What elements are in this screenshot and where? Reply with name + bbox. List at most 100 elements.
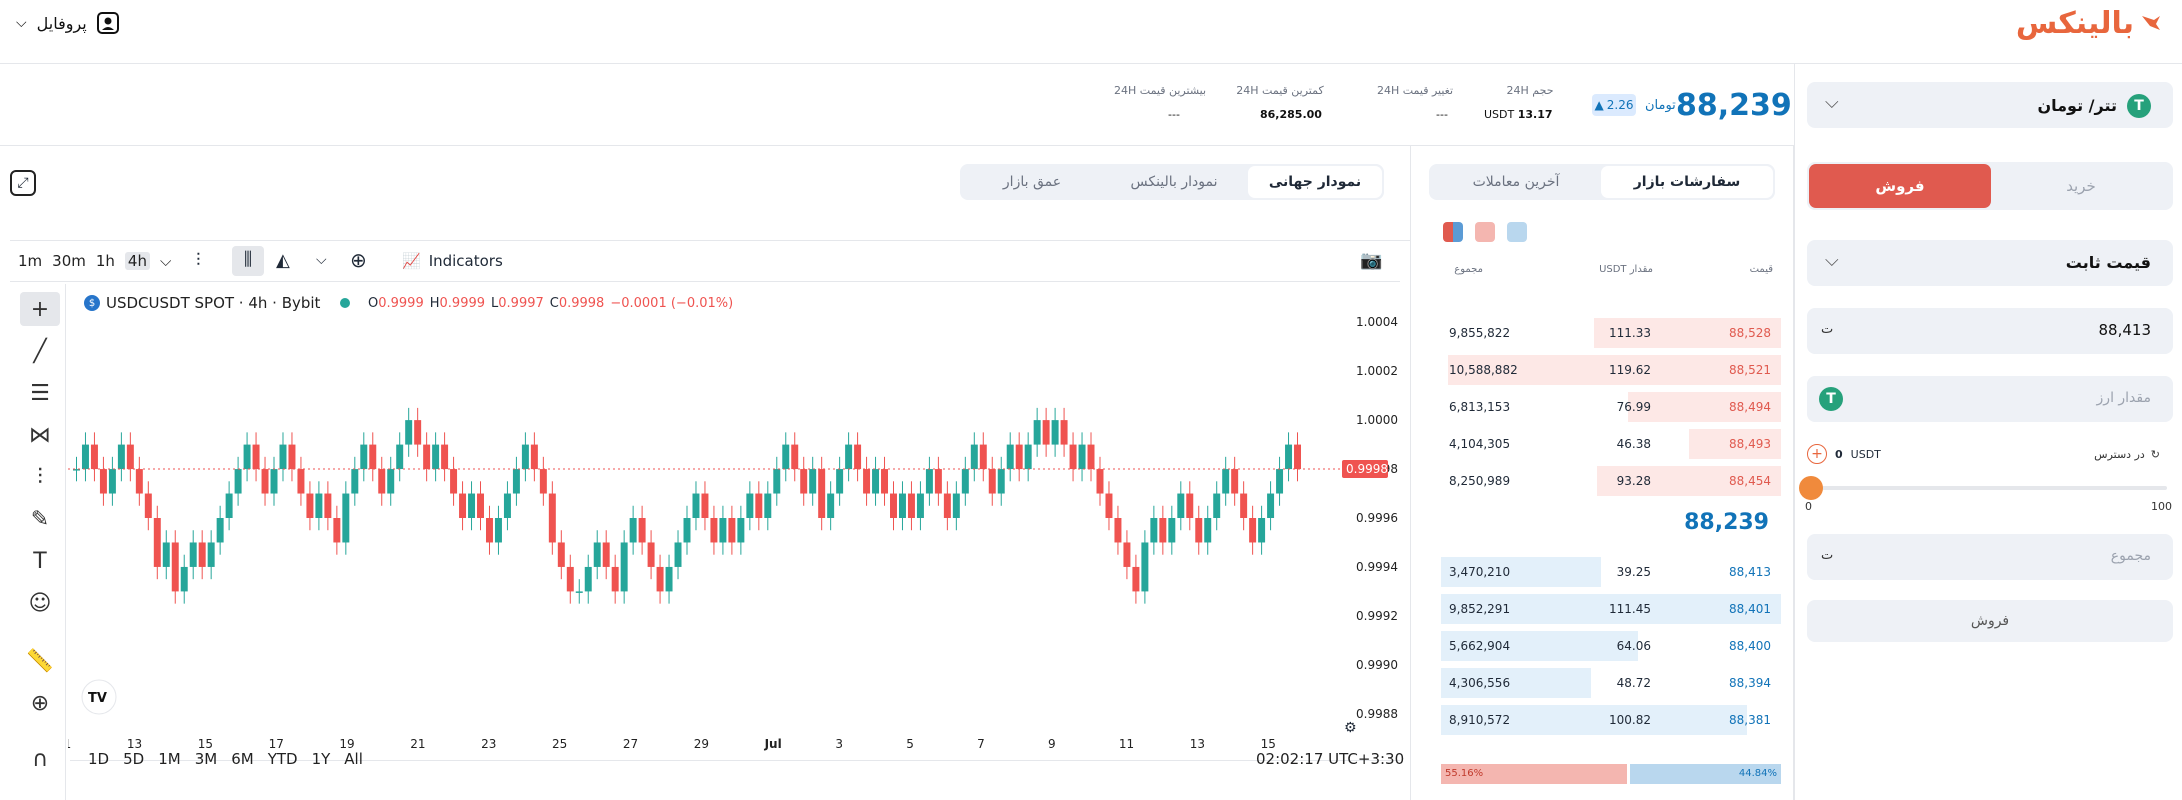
candle-body	[1258, 518, 1266, 543]
view-bids-icon[interactable]	[1507, 222, 1527, 242]
y-tick-label: 0.9988	[1356, 707, 1398, 721]
ask-row[interactable]: 88,494 76.99 6,813,153	[1441, 392, 1781, 422]
row-amount: 48.72	[1616, 676, 1651, 690]
range-6m[interactable]: 6M	[231, 750, 254, 768]
add-funds-icon[interactable]: +	[1807, 444, 1827, 464]
crosshair-icon[interactable]: +	[20, 292, 60, 326]
amount-slider[interactable]	[1809, 486, 2167, 490]
slider-max: 100	[2151, 500, 2172, 513]
expand-icon[interactable]: ⤢	[10, 170, 36, 196]
trend-line-icon[interactable]: ╱	[33, 338, 47, 364]
candle-body	[1087, 444, 1095, 470]
fib-icon[interactable]: ☰	[30, 380, 50, 406]
total-placeholder: مجموع	[2110, 548, 2151, 564]
candle-body	[153, 518, 161, 567]
row-total: 5,662,904	[1449, 639, 1511, 653]
candle-body	[728, 518, 736, 543]
row-total: 4,104,305	[1449, 437, 1511, 451]
range-1m[interactable]: 1M	[158, 750, 181, 768]
range-1y[interactable]: 1Y	[311, 750, 331, 768]
bid-row[interactable]: 88,381 100.82 8,910,572	[1441, 705, 1781, 735]
bid-row[interactable]: 88,400 64.06 5,662,904	[1441, 631, 1781, 661]
candle-body	[90, 444, 98, 470]
chevron-down-icon[interactable]: ⌵	[159, 252, 172, 270]
bid-row[interactable]: 88,413 39.25 3,470,210	[1441, 557, 1781, 587]
candle-body	[611, 566, 619, 592]
buy-tab[interactable]: خرید	[2066, 177, 2096, 195]
clock-readout: 02:02:17 UTC+3:30	[1256, 750, 1405, 768]
ask-row[interactable]: 88,528 111.33 9,855,822	[1441, 318, 1781, 348]
candle-body	[620, 542, 628, 592]
low-value: 86,285.00	[1260, 108, 1322, 121]
candle-body	[225, 493, 233, 518]
ohlc-h: 0.9999	[439, 296, 486, 311]
bid-row[interactable]: 88,394 48.72 4,306,556	[1441, 668, 1781, 698]
profile-menu[interactable]: ⌵ پروفایل	[16, 12, 119, 34]
view-both-icon[interactable]	[1443, 222, 1463, 242]
total-input[interactable]: مجموع ت	[1807, 534, 2173, 580]
price-input[interactable]: 88,413 ت	[1807, 308, 2173, 354]
range-3m[interactable]: 3M	[194, 750, 218, 768]
ask-row[interactable]: 88,493 46.38 4,104,305	[1441, 429, 1781, 459]
bid-row[interactable]: 88,401 111.45 9,852,291	[1441, 594, 1781, 624]
pattern-icon[interactable]: ⋈	[29, 422, 51, 448]
tab-last-trades[interactable]: آخرین معاملات	[1472, 174, 1560, 190]
ask-row[interactable]: 88,454 93.28 8,250,989	[1441, 466, 1781, 496]
candle-body	[207, 542, 215, 567]
camera-icon[interactable]: 📷	[1360, 250, 1383, 271]
area-chart-icon[interactable]: ◭	[276, 250, 290, 271]
x-tick-label: 27	[623, 737, 638, 751]
order-type-select[interactable]: قیمت ثابت ⌵	[1807, 240, 2173, 286]
interval-4h[interactable]: 4h	[124, 252, 150, 270]
add-compare-icon[interactable]: ⊕	[350, 248, 367, 272]
candle-body	[674, 542, 682, 567]
chevron-down-icon[interactable]: ⌵	[316, 252, 327, 268]
tab-market-depth[interactable]: عمق بازار	[1002, 174, 1062, 190]
zoom-in-icon[interactable]: ⊕	[30, 690, 50, 716]
slider-thumb[interactable]	[1799, 476, 1823, 500]
tab-market-orders[interactable]: سفارشات بازار	[1601, 166, 1773, 198]
text-icon[interactable]: T	[33, 548, 47, 574]
magnet-icon[interactable]: ∩	[31, 746, 49, 772]
candle-body	[539, 469, 547, 494]
sell-tab[interactable]: فروش	[1809, 164, 1991, 208]
ask-row[interactable]: 88,521 119.62 10,588,882	[1441, 355, 1781, 385]
tab-balinex-chart[interactable]: نمودار بالینکس	[1130, 174, 1218, 190]
brand-logo[interactable]: بالینکس	[2016, 4, 2162, 42]
candle-body	[1141, 542, 1149, 592]
price-chart[interactable]: 1.0004 1.0002 1.0000 0.9998 0.9996 0.9994 0.99…	[68, 284, 1398, 760]
candle-body	[602, 542, 610, 567]
projection-icon[interactable]: ⫶	[37, 464, 43, 490]
submit-sell-button[interactable]: فروش	[1807, 600, 2173, 642]
ohlc-legend: O 0.9999 H 0.9999 L 0.9997 C 0.9998 −0.0001 …	[368, 296, 733, 311]
logo-mark-icon	[2142, 16, 2160, 30]
order-book: سفارشات بازار آخرین معاملات قیمت مقدار U…	[1410, 146, 1794, 800]
chart-area: ⤢ نمودار جهانی نمودار بالینکس عمق بازار …	[0, 146, 1410, 800]
indicators-button[interactable]: 📈 Indicators	[402, 252, 503, 270]
range-5d[interactable]: 5D	[123, 750, 145, 768]
settings-icon[interactable]: ⚙	[1344, 720, 1357, 736]
candle-body	[961, 469, 969, 494]
interval-1h[interactable]: 1h	[95, 252, 115, 270]
candle-body	[952, 493, 960, 518]
range-1d[interactable]: 1D	[88, 750, 110, 768]
depth-bar	[1447, 355, 1781, 385]
brush-icon[interactable]: ✎	[30, 506, 50, 532]
tab-global-chart[interactable]: نمودار جهانی	[1248, 166, 1382, 198]
view-asks-icon[interactable]	[1475, 222, 1495, 242]
interval-30m[interactable]: 30m	[52, 252, 86, 270]
range-all[interactable]: All	[344, 750, 363, 768]
ruler-icon[interactable]: 📏	[26, 648, 54, 674]
pair-selector[interactable]: T تتر/ تومان ⌵	[1807, 82, 2173, 128]
col-total: مجموع	[1454, 264, 1483, 275]
interval-1m[interactable]: 1m	[18, 252, 43, 270]
bar-style-icon[interactable]: ⫶	[196, 250, 201, 271]
row-total: 9,852,291	[1449, 602, 1511, 616]
candle-body	[656, 566, 664, 592]
x-tick-label: 23	[481, 737, 496, 751]
candles-icon[interactable]: ⫼	[232, 246, 264, 276]
emoji-icon[interactable]: ☺	[28, 590, 52, 616]
range-ytd[interactable]: YTD	[267, 750, 298, 768]
amount-input[interactable]: مقدار ارز T	[1807, 376, 2173, 422]
candle-body	[970, 444, 978, 470]
